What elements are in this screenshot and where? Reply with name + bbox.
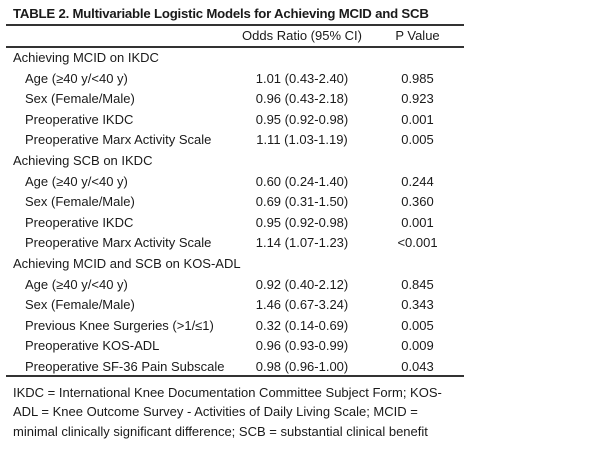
- table-row: Preoperative SF-36 Pain Subscale 0.98 (0.…: [0, 357, 600, 377]
- row-label: Sex (Female/Male): [25, 91, 135, 107]
- odds-ratio-cell: 0.98 (0.96-1.00): [255, 359, 349, 374]
- p-value-cell: 0.005: [401, 132, 434, 148]
- p-value-cell: <0.001: [397, 235, 438, 251]
- odds-ratio-cell: 1.01 (0.43-2.40): [255, 70, 349, 86]
- table-row: Preoperative IKDC 0.95 (0.92-0.98) 0.001: [0, 213, 600, 233]
- table-row: Preoperative Marx Activity Scale 1.11 (1.…: [0, 130, 600, 150]
- header-p-value: P Value: [395, 28, 440, 43]
- row-label: Achieving MCID on IKDC: [13, 50, 159, 65]
- table-row: Sex (Female/Male) 1.46 (0.67-3.24) 0.343: [0, 295, 600, 315]
- row-label: Sex (Female/Male): [25, 194, 135, 210]
- row-label: Age (≥40 y/<40 y): [25, 70, 128, 86]
- table-row: Sex (Female/Male) 0.69 (0.31-1.50) 0.360: [0, 192, 600, 212]
- odds-ratio-cell: 0.32 (0.14-0.69): [255, 317, 349, 333]
- row-label: Previous Knee Surgeries (>1/≤1): [25, 317, 214, 333]
- bottom-rule: [6, 375, 464, 377]
- table-row: Age (≥40 y/<40 y) 0.60 (0.24-1.40) 0.244: [0, 172, 600, 192]
- table-row: Sex (Female/Male) 0.96 (0.43-2.18) 0.923: [0, 89, 600, 109]
- row-label: Age (≥40 y/<40 y): [25, 276, 128, 292]
- odds-ratio-cell: 0.60 (0.24-1.40): [255, 173, 349, 189]
- p-value-cell: 0.001: [401, 111, 434, 127]
- odds-ratio-cell: 0.96 (0.93-0.99): [255, 338, 349, 354]
- p-value-cell: 0.343: [401, 297, 434, 313]
- top-rule: [6, 24, 464, 26]
- p-value-cell: 0.985: [401, 70, 434, 86]
- table-row: Preoperative Marx Activity Scale 1.14 (1.…: [0, 233, 600, 253]
- header-row: Odds Ratio (95% CI) P Value: [0, 26, 600, 46]
- footnote: IKDC = International Knee Documentation …: [13, 385, 442, 439]
- row-label: Preoperative Marx Activity Scale: [25, 235, 212, 251]
- table-row: Age (≥40 y/<40 y) 0.92 (0.40-2.12) 0.845: [0, 275, 600, 295]
- row-label: Preoperative IKDC: [25, 111, 134, 127]
- table-row: Age (≥40 y/<40 y) 1.01 (0.43-2.40) 0.985: [0, 69, 600, 89]
- table-title: TABLE 2. Multivariable Logistic Models f…: [13, 6, 429, 21]
- group-header-row: Achieving SCB on IKDC: [0, 151, 600, 171]
- group-header-row: Achieving MCID on IKDC: [0, 48, 600, 68]
- odds-ratio-cell: 1.11 (1.03-1.19): [256, 132, 348, 148]
- odds-ratio-cell: 0.92 (0.40-2.12): [255, 276, 349, 292]
- odds-ratio-cell: 0.95 (0.92-0.98): [255, 214, 349, 230]
- odds-ratio-cell: 1.46 (0.67-3.24): [255, 297, 349, 313]
- row-label: Preoperative SF-36 Pain Subscale: [25, 359, 225, 374]
- odds-ratio-cell: 0.69 (0.31-1.50): [255, 194, 349, 210]
- p-value-cell: 0.043: [401, 359, 434, 374]
- header-odds-ratio: Odds Ratio (95% CI): [242, 28, 362, 43]
- row-label: Sex (Female/Male): [25, 297, 135, 313]
- group-header-row: Achieving MCID and SCB on KOS-ADL: [0, 254, 600, 274]
- p-value-cell: 0.845: [401, 276, 434, 292]
- p-value-cell: 0.005: [401, 317, 434, 333]
- header-rule: [6, 46, 464, 48]
- p-value-cell: 0.244: [401, 173, 434, 189]
- p-value-cell: 0.923: [401, 91, 434, 107]
- table-row: Preoperative IKDC 0.95 (0.92-0.98) 0.001: [0, 110, 600, 130]
- table-row: Preoperative KOS-ADL 0.96 (0.93-0.99) 0.00…: [0, 336, 600, 356]
- table-row: Previous Knee Surgeries (>1/≤1) 0.32 (0.1…: [0, 316, 600, 336]
- row-label: Preoperative Marx Activity Scale: [25, 132, 212, 148]
- row-label: Age (≥40 y/<40 y): [25, 173, 128, 189]
- odds-ratio-cell: 0.95 (0.92-0.98): [255, 111, 349, 127]
- p-value-cell: 0.009: [401, 338, 434, 354]
- row-label: Achieving MCID and SCB on KOS-ADL: [13, 256, 241, 271]
- odds-ratio-cell: 1.14 (1.07-1.23): [255, 235, 349, 251]
- p-value-cell: 0.360: [401, 194, 434, 210]
- row-label: Preoperative IKDC: [25, 214, 134, 230]
- row-label: Achieving SCB on IKDC: [13, 153, 153, 168]
- p-value-cell: 0.001: [401, 214, 434, 230]
- odds-ratio-cell: 0.96 (0.43-2.18): [255, 91, 349, 107]
- row-label: Preoperative KOS-ADL: [25, 338, 160, 354]
